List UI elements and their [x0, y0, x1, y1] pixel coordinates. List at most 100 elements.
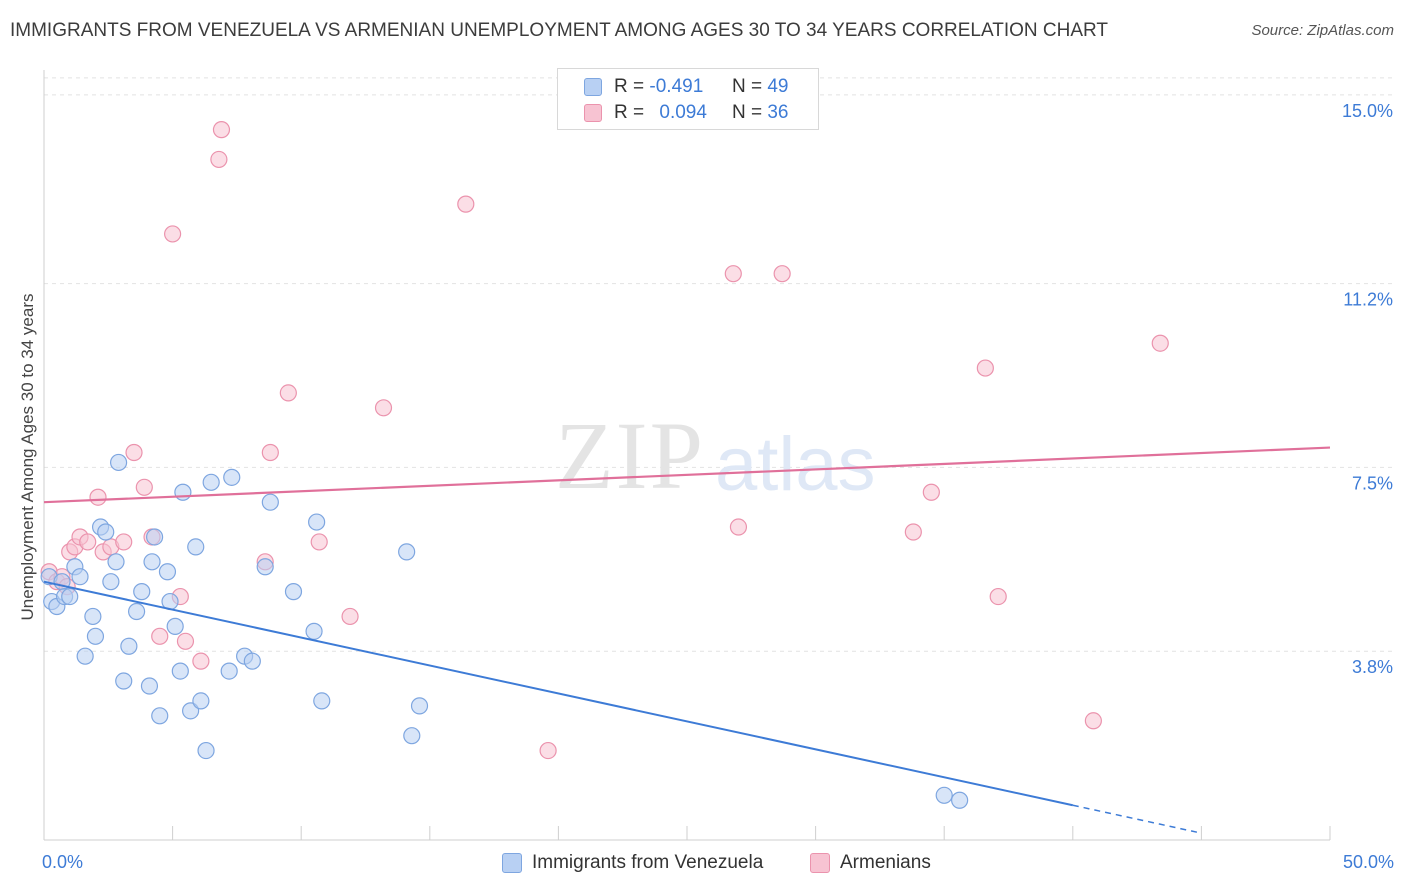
armenians-point: [135, 478, 153, 496]
venezuela-point: [202, 473, 220, 491]
venezuela-point: [151, 707, 169, 725]
watermark-zip: ZIP: [555, 402, 705, 509]
venezuela-point: [71, 568, 89, 586]
legend-item-venezuela[interactable]: Immigrants from Venezuela: [502, 852, 763, 874]
venezuela-point: [261, 493, 279, 511]
venezuela-point: [133, 583, 151, 601]
series-legend: Immigrants from Venezuela Armenians: [0, 852, 1406, 878]
armenians-point: [976, 359, 994, 377]
venezuela-point: [127, 602, 146, 621]
venezuela-point: [182, 702, 200, 720]
venezuela-point: [313, 692, 331, 710]
venezuela-point: [220, 662, 238, 680]
armenians-point: [125, 443, 143, 462]
venezuela-point: [410, 697, 429, 715]
armenians-point: [310, 533, 328, 551]
chart-title: IMMIGRANTS FROM VENEZUELA VS ARMENIAN UN…: [10, 20, 1109, 41]
armenians-point: [115, 533, 133, 551]
y-tick-label: 3.8%: [1352, 657, 1393, 677]
venezuela-point: [223, 468, 241, 486]
armenians-point: [79, 533, 97, 551]
armenians-point: [989, 587, 1007, 606]
y-tick-labels: 3.8% 7.5% 11.2% 15.0%: [1342, 101, 1393, 677]
venezuela-point: [145, 528, 164, 546]
venezuela-point: [158, 563, 177, 581]
venezuela-point: [109, 453, 128, 472]
armenians-point: [922, 483, 940, 501]
armenians-point: [724, 265, 742, 283]
venezuela-point: [171, 662, 189, 680]
venezuela-point: [197, 741, 215, 760]
venezuela-point: [243, 652, 261, 670]
venezuela-point: [305, 622, 323, 640]
n-label: N =: [731, 102, 763, 123]
armenians-point: [904, 523, 922, 541]
venezuela-point: [403, 727, 421, 745]
venezuela-point: [284, 583, 303, 601]
venezuela-point: [86, 627, 105, 645]
legend-item-armenians[interactable]: Armenians: [810, 852, 931, 874]
stats-row-venezuela: R = -0.491 N = 49: [584, 75, 788, 99]
armenians-point: [279, 384, 297, 402]
legend-swatch-pink: [810, 853, 830, 873]
y-tick-label: 15.0%: [1342, 101, 1393, 121]
venezuela-point: [107, 553, 125, 571]
venezuela-point: [97, 523, 115, 541]
gridlines: [44, 77, 1392, 652]
legend-swatch-pink: [584, 104, 602, 122]
armenians-point: [261, 443, 279, 462]
venezuela-point: [84, 607, 102, 626]
armenians-point: [773, 265, 791, 283]
armenians-point: [176, 632, 195, 650]
armenians-point: [151, 627, 169, 645]
legend-label-venezuela: Immigrants from Venezuela: [532, 852, 764, 873]
trend-lines: [43, 446, 1331, 834]
venezuela-point: [115, 672, 133, 690]
venezuela-point: [102, 573, 120, 591]
x-tick-max: 50.0%: [1342, 852, 1394, 872]
source-label: Source: ZipAtlas.com: [1251, 22, 1394, 39]
armenians-point: [341, 607, 359, 626]
venezuela-trend-extension: [1072, 804, 1202, 834]
x-tick-min: 0.0%: [42, 852, 84, 872]
armenians-point: [457, 195, 475, 213]
r-value: 0.094: [659, 102, 707, 123]
venezuela-point: [174, 483, 192, 501]
venezuela-trend-line: [43, 580, 1074, 807]
r-label: R =: [614, 76, 645, 97]
venezuela-point: [187, 538, 205, 556]
venezuela-point: [120, 637, 138, 655]
n-label: N =: [731, 76, 763, 97]
armenians-point: [164, 225, 182, 243]
armenians-point: [1151, 334, 1169, 352]
y-tick-label: 7.5%: [1352, 473, 1393, 493]
venezuela-point: [951, 791, 969, 809]
venezuela-point: [76, 647, 94, 665]
venezuela-point: [143, 553, 161, 571]
armenians-point: [1084, 712, 1102, 730]
venezuela-point: [308, 513, 326, 531]
armenians-point: [729, 518, 748, 536]
armenians-trend-line: [43, 446, 1331, 504]
venezuela-point: [166, 617, 184, 635]
armenians-point: [212, 121, 231, 139]
watermark-atlas: atlas: [715, 422, 876, 507]
stats-legend: R = -0.491 N = 49 R = 0.094 N = 36: [557, 68, 819, 130]
legend-label-armenians: Armenians: [840, 852, 931, 873]
armenians-point: [192, 652, 210, 670]
venezuela-point: [256, 558, 274, 576]
watermark: ZIP atlas: [555, 402, 876, 509]
armenians-point: [89, 488, 107, 506]
venezuela-point: [140, 677, 159, 695]
axes: [43, 70, 1331, 841]
armenians-point: [539, 741, 557, 760]
y-tick-label: 11.2%: [1343, 290, 1393, 310]
venezuela-point: [61, 587, 79, 606]
armenians-point: [210, 150, 228, 169]
armenians-point: [374, 399, 393, 417]
legend-swatch-blue: [502, 853, 522, 873]
venezuela-point: [935, 786, 953, 804]
n-value: 49: [767, 76, 789, 97]
legend-swatch-blue: [584, 78, 602, 96]
